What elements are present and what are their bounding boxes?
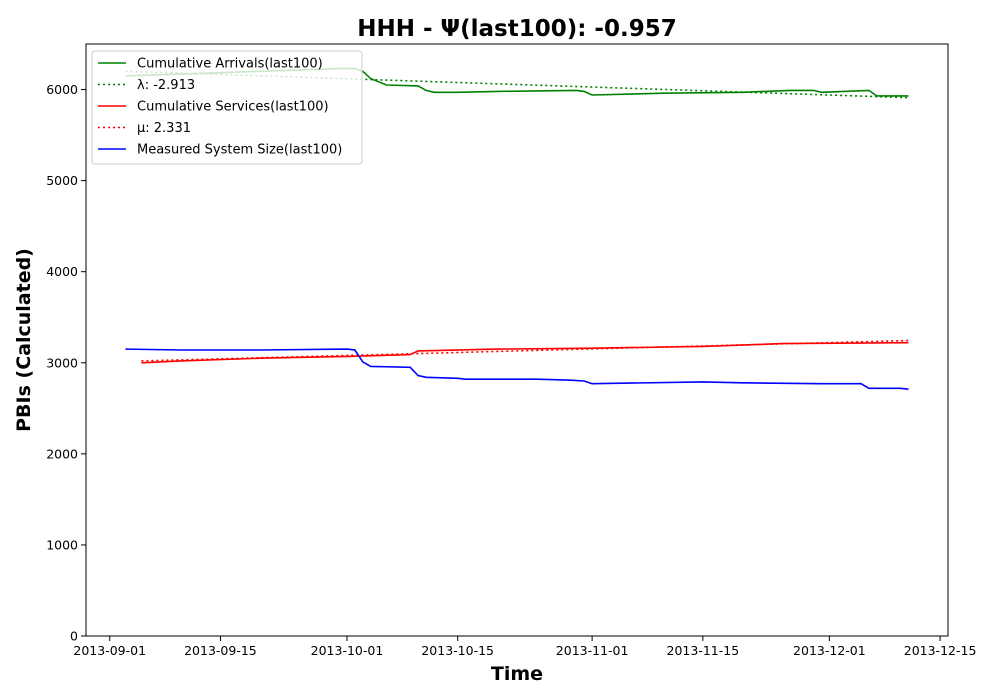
x-tick-label: 2013-09-01 bbox=[73, 643, 146, 658]
series-line-2 bbox=[141, 341, 909, 364]
x-tick-label: 2013-11-01 bbox=[556, 643, 629, 658]
legend-label: μ: 2.331 bbox=[137, 121, 191, 136]
x-tick-label: 2013-11-15 bbox=[667, 643, 740, 658]
y-tick-label: 0 bbox=[70, 629, 78, 644]
x-axis: 2013-09-01 2013-09-15 2013-10-01 2013-10-15… bbox=[73, 636, 976, 658]
y-tick-label: 1000 bbox=[46, 537, 78, 552]
x-tick-label: 2013-10-15 bbox=[421, 643, 494, 658]
legend-label: λ: -2.913 bbox=[137, 78, 195, 93]
x-tick-label: 2013-12-15 bbox=[904, 643, 977, 658]
y-axis-label: PBIs (Calculated) bbox=[13, 248, 35, 432]
y-tick-label: 6000 bbox=[46, 82, 78, 97]
legend: Cumulative Arrivals(last100) λ: -2.913 Cum… bbox=[91, 50, 363, 165]
x-tick-label: 2013-10-01 bbox=[311, 643, 384, 658]
y-axis: 0 1000 2000 3000 4000 5000 6000 bbox=[46, 82, 86, 644]
y-tick-label: 3000 bbox=[46, 355, 78, 370]
y-tick-label: 4000 bbox=[46, 264, 78, 279]
legend-box bbox=[91, 50, 363, 165]
legend-label: Cumulative Arrivals(last100) bbox=[137, 57, 323, 72]
chart-title: HHH - Ψ(last100): -0.957 bbox=[357, 16, 676, 42]
x-axis-label: Time bbox=[491, 663, 543, 685]
x-tick-label: 2013-12-01 bbox=[793, 643, 866, 658]
y-tick-label: 2000 bbox=[46, 446, 78, 461]
legend-label: Measured System Size(last100) bbox=[137, 143, 342, 158]
x-tick-label: 2013-09-15 bbox=[184, 643, 257, 658]
series-line-4 bbox=[125, 348, 909, 390]
y-tick-label: 5000 bbox=[46, 173, 78, 188]
legend-label: Cumulative Services(last100) bbox=[137, 100, 329, 115]
